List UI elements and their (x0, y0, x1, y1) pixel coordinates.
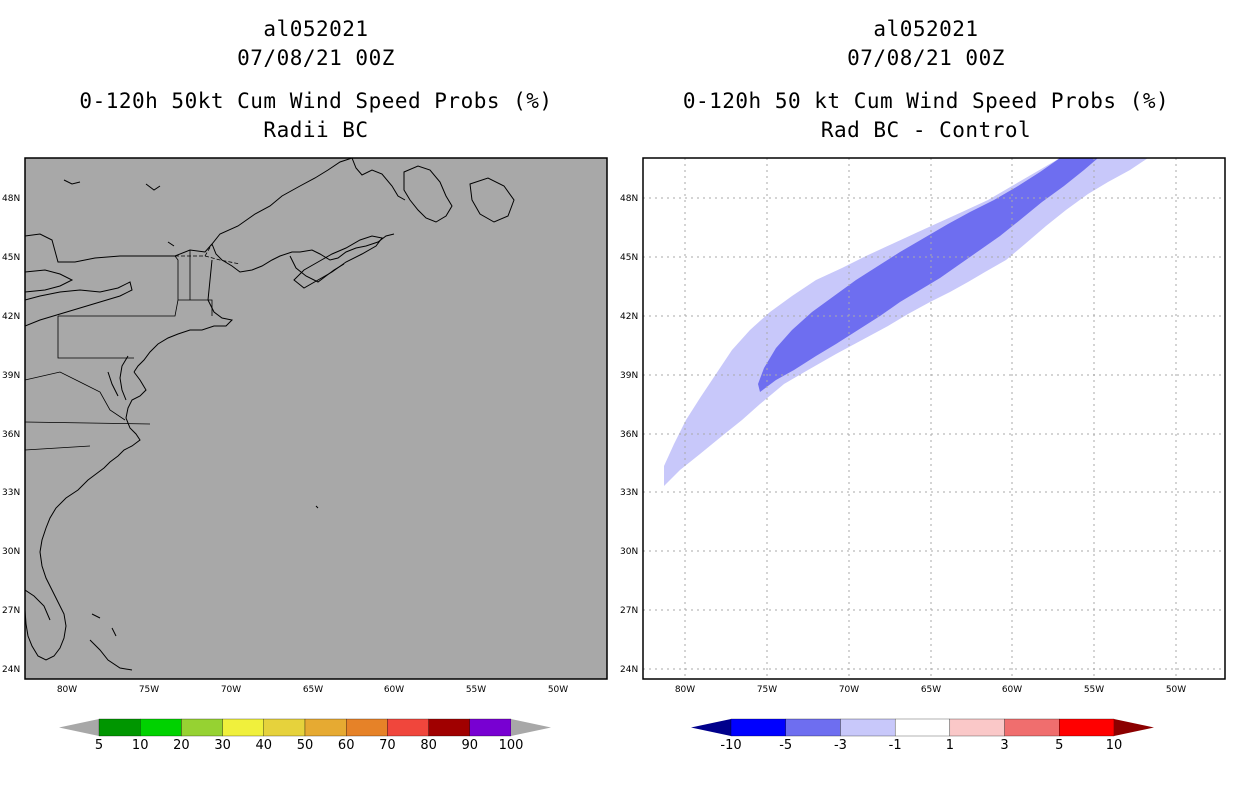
left-colorbar: 5 10 20 30 40 50 60 70 80 90 100 (59, 718, 551, 753)
left-colorbar-label: 70 (379, 738, 396, 753)
right-colorbar-label: 3 (1000, 738, 1008, 753)
right-colorbar-swatch (949, 718, 1005, 737)
right-lat-label: 39N (620, 371, 638, 381)
left-map-frame (24, 157, 608, 680)
left-colorbar-swatch (98, 718, 141, 737)
right-colorbar-swatch (1059, 718, 1115, 737)
left-colorbar-swatch (263, 718, 306, 737)
left-colorbar-label: 50 (297, 738, 314, 753)
left-colorbar-label: 5 (95, 738, 103, 753)
right-lat-label: 42N (620, 312, 638, 322)
right-colorbar-swatch (1004, 718, 1060, 737)
right-lon-label: 50W (1166, 685, 1186, 695)
left-title-product: 0-120h 50kt Cum Wind Speed Probs (%) (79, 89, 553, 113)
right-lon-label: 65W (921, 685, 941, 695)
right-colorbar-label: 10 (1106, 738, 1123, 753)
left-colorbar-swatch (304, 718, 347, 737)
right-lon-label: 70W (839, 685, 859, 695)
left-lat-label: 39N (2, 371, 20, 381)
right-lat-label: 36N (620, 430, 638, 440)
left-title-storm: al052021 (263, 17, 369, 41)
left-lon-label: 80W (57, 685, 77, 695)
right-colorbar: -10 -5 -3 -1 1 3 5 10 (691, 718, 1154, 753)
left-colorbar-swatch (387, 718, 429, 737)
right-lat-label: 45N (620, 253, 638, 263)
left-lat-label: 33N (2, 488, 20, 498)
right-title-config: Rad BC - Control (820, 118, 1032, 142)
right-lat-label: 48N (620, 194, 638, 204)
right-lat-label: 33N (620, 488, 638, 498)
right-title-product: 0-120h 50 kt Cum Wind Speed Probs (%) (682, 89, 1170, 113)
left-map: 48N 45N 42N 39N 36N 33N 30N 27N 24N 80W 75W 70W 65W… (2, 157, 608, 695)
left-title-date: 07/08/21 00Z (237, 46, 395, 70)
right-colorbar-label: -1 (889, 738, 902, 753)
left-colorbar-label: 40 (256, 738, 273, 753)
left-lat-label: 24N (2, 665, 20, 675)
left-lat-label: 27N (2, 606, 20, 616)
left-colorbar-swatch (469, 718, 512, 737)
right-map-frame (642, 157, 1226, 680)
diff-band-core (758, 158, 1098, 392)
left-colorbar-label: 60 (338, 738, 355, 753)
left-lat-label: 45N (2, 253, 20, 263)
right-colorbar-label: 1 (946, 738, 954, 753)
left-lon-label: 65W (303, 685, 323, 695)
left-colorbar-label: 10 (132, 738, 149, 753)
right-lon-label: 60W (1002, 685, 1022, 695)
left-lon-label: 50W (548, 685, 568, 695)
left-lat-label: 36N (2, 430, 20, 440)
right-lon-labels: 80W 75W 70W 65W 60W 55W 50W (675, 685, 1186, 695)
left-colorbar-label: 90 (462, 738, 479, 753)
left-map-field (25, 158, 607, 679)
left-lat-label: 30N (2, 547, 20, 557)
right-colorbar-swatch (730, 718, 786, 737)
right-lat-label: 27N (620, 606, 638, 616)
right-lon-label: 55W (1084, 685, 1104, 695)
right-lat-labels: 48N 45N 42N 39N 36N 33N 30N 27N 24N (620, 194, 638, 675)
right-colorbar-high-end (1114, 719, 1154, 736)
left-colorbar-swatch (181, 718, 223, 737)
right-lat-label: 30N (620, 547, 638, 557)
right-colorbar-swatch (785, 718, 841, 737)
left-colorbar-label: 100 (499, 738, 524, 753)
left-lon-labels: 80W 75W 70W 65W 60W 55W 50W (57, 685, 568, 695)
right-colorbar-swatch (840, 718, 896, 737)
left-lat-labels: 48N 45N 42N 39N 36N 33N 30N 27N 24N (2, 194, 20, 675)
left-colorbar-low-end (59, 719, 99, 736)
left-lon-label: 75W (139, 685, 159, 695)
diff-band-outer (664, 158, 1148, 486)
left-colorbar-swatch (222, 718, 264, 737)
left-lat-label: 42N (2, 312, 20, 322)
left-lon-label: 60W (384, 685, 404, 695)
left-lon-label: 70W (221, 685, 241, 695)
left-lon-label: 55W (466, 685, 486, 695)
right-title-storm: al052021 (873, 17, 979, 41)
left-colorbar-label: 30 (214, 738, 231, 753)
right-colorbar-label: 5 (1055, 738, 1063, 753)
right-title-date: 07/08/21 00Z (847, 46, 1005, 70)
right-colorbar-low-end (691, 719, 731, 736)
right-colorbar-swatch (894, 718, 951, 737)
left-colorbar-label: 20 (173, 738, 190, 753)
left-lat-label: 48N (2, 194, 20, 204)
left-colorbar-swatch (140, 718, 182, 737)
right-lon-label: 80W (675, 685, 695, 695)
right-colorbar-label: -3 (834, 738, 847, 753)
right-gridlines (643, 158, 1225, 679)
left-colorbar-swatch (346, 718, 388, 737)
left-colorbar-label: 80 (420, 738, 437, 753)
left-title-config: Radii BC (263, 118, 369, 142)
left-colorbar-swatch (428, 718, 470, 737)
right-lat-label: 24N (620, 665, 638, 675)
right-colorbar-label: -10 (720, 738, 741, 753)
left-colorbar-high-end (511, 719, 551, 736)
right-map: 48N 45N 42N 39N 36N 33N 30N 27N 24N 80W 75W 70W 65W… (620, 157, 1226, 695)
right-lon-label: 75W (757, 685, 777, 695)
right-colorbar-label: -5 (779, 738, 792, 753)
